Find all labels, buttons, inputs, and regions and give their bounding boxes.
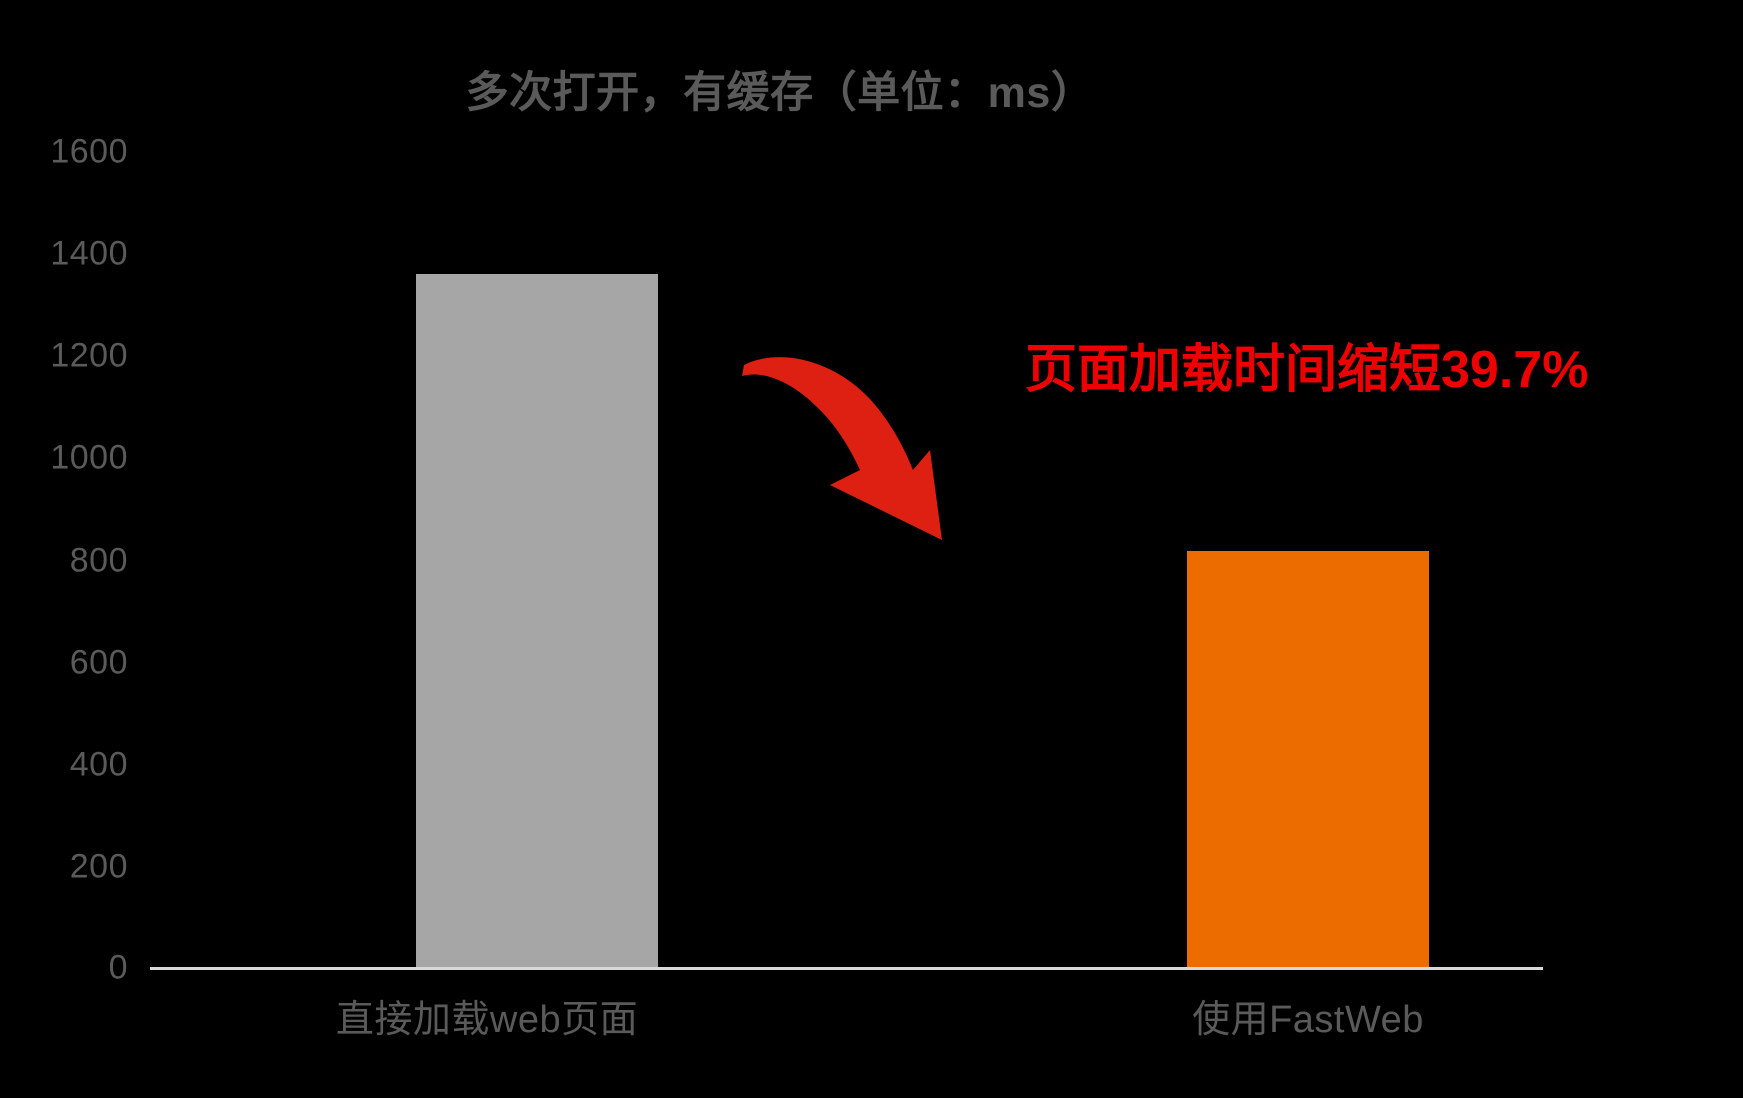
x-axis-line [150, 967, 1543, 970]
annotation-label: 页面加载时间缩短39.7% [1025, 341, 1589, 399]
x-category-label-1: 使用FastWeb [1192, 999, 1424, 1041]
y-tick-400: 400 [69, 745, 128, 784]
y-tick-1000: 1000 [50, 438, 128, 477]
bar-direct-web [416, 273, 658, 968]
y-tick-600: 600 [69, 643, 128, 682]
y-tick-0: 0 [108, 948, 128, 987]
chart-title: 多次打开，有缓存（单位：ms） [465, 69, 1095, 117]
y-tick-200: 200 [69, 847, 128, 886]
y-tick-800: 800 [69, 541, 128, 580]
y-tick-1200: 1200 [50, 336, 128, 375]
y-tick-1600: 1600 [50, 132, 128, 171]
bar-fastweb [1187, 551, 1429, 968]
y-tick-1400: 1400 [50, 234, 128, 273]
y-axis: 1600 1400 1200 1000 800 600 400 200 0 [0, 133, 150, 987]
plot-area [150, 145, 1540, 968]
x-category-label-0: 直接加载web页面 [335, 999, 639, 1041]
